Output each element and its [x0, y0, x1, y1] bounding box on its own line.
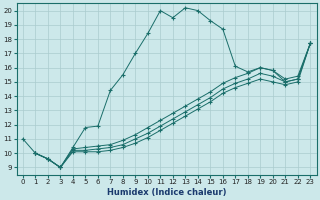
X-axis label: Humidex (Indice chaleur): Humidex (Indice chaleur) — [107, 188, 226, 197]
